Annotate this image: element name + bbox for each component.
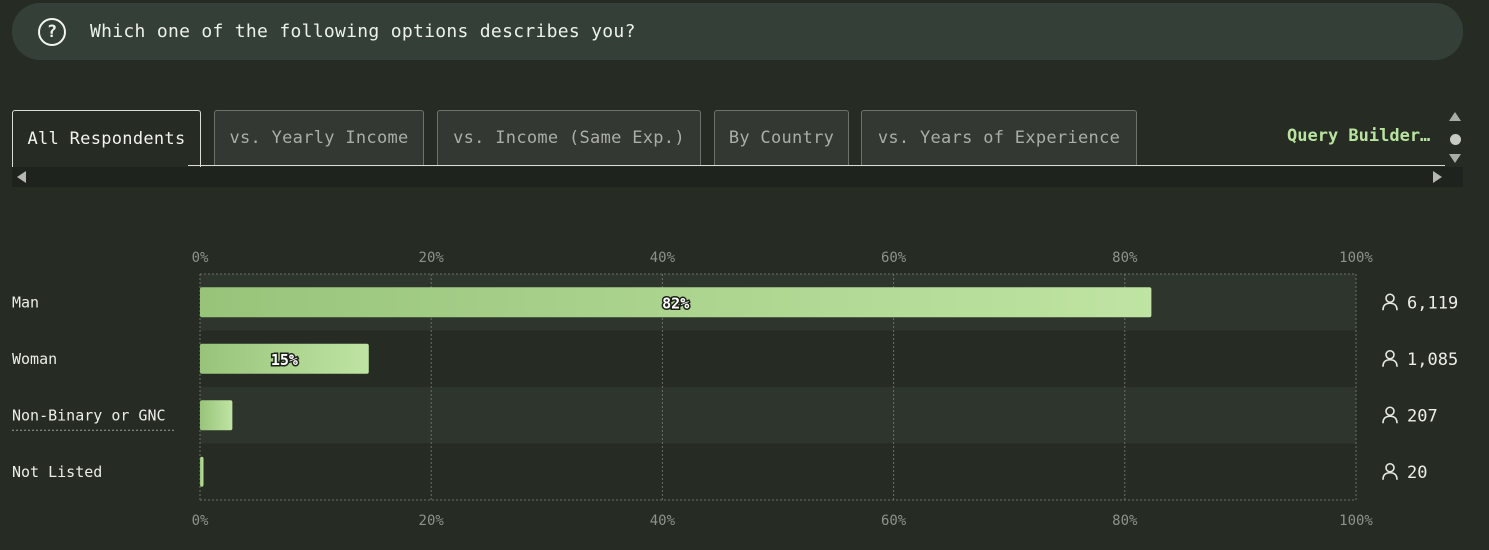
x-tick-label-bottom: 80% xyxy=(1112,513,1138,529)
x-tick-label-bottom: 20% xyxy=(419,513,445,529)
bar-value-label: 82% xyxy=(662,294,689,312)
respondent-count: 1,085 xyxy=(1407,350,1458,370)
person-icon xyxy=(1382,293,1398,311)
tab-years-experience[interactable]: vs. Years of Experience xyxy=(861,110,1137,165)
scroll-left-icon[interactable] xyxy=(17,171,26,183)
tab-income-same-exp[interactable]: vs. Income (Same Exp.) xyxy=(437,110,701,165)
scroll-thumb-icon[interactable] xyxy=(1450,134,1461,145)
category-label: Man xyxy=(12,293,39,311)
x-tick-label-bottom: 0% xyxy=(192,513,209,529)
respondent-count: 20 xyxy=(1407,463,1427,483)
x-tick-label-top: 100% xyxy=(1339,250,1373,266)
bar-value-label: 15% xyxy=(271,351,298,369)
bar[interactable] xyxy=(200,456,204,487)
respondent-count: 207 xyxy=(1407,406,1438,426)
tab-yearly-income[interactable]: vs. Yearly Income xyxy=(214,110,424,165)
question-text: Which one of the following options descr… xyxy=(90,21,636,42)
person-icon xyxy=(1382,406,1398,424)
category-label: Non-Binary or GNC xyxy=(12,406,166,424)
x-tick-label-bottom: 40% xyxy=(650,513,676,529)
tab-underline xyxy=(188,165,1445,166)
bar[interactable] xyxy=(200,343,369,374)
x-tick-label-top: 40% xyxy=(650,250,676,266)
vertical-scrollbar[interactable] xyxy=(1447,112,1463,164)
person-icon xyxy=(1382,462,1398,480)
scroll-up-icon[interactable] xyxy=(1449,112,1461,121)
x-tick-label-top: 20% xyxy=(419,250,445,266)
x-tick-label-top: 0% xyxy=(192,250,209,266)
gender-bar-chart: 0% 0% 20% 20% 40% 40% 60% 60% 80% 80% 100% 100% Man 8… xyxy=(12,250,1458,529)
x-tick-label-top: 80% xyxy=(1112,250,1138,266)
respondent-count: 6,119 xyxy=(1407,293,1458,313)
bar[interactable] xyxy=(200,400,233,431)
tab-by-country[interactable]: By Country xyxy=(714,110,849,165)
tab-bar: All Respondents vs. Yearly Income vs. In… xyxy=(12,110,1463,167)
horizontal-scrollbar[interactable] xyxy=(12,167,1463,187)
row-band xyxy=(200,387,1356,444)
query-builder-link[interactable]: Query Builder… xyxy=(1287,126,1431,146)
x-tick-label-top: 60% xyxy=(881,250,907,266)
scroll-right-icon[interactable] xyxy=(1433,171,1442,183)
scroll-down-icon[interactable] xyxy=(1449,154,1461,163)
tab-all-respondents[interactable]: All Respondents xyxy=(12,110,201,167)
bar[interactable] xyxy=(200,287,1152,318)
question-mark-icon: ? xyxy=(38,17,66,46)
category-label: Not Listed xyxy=(12,463,102,481)
person-icon xyxy=(1382,349,1398,367)
question-banner: ? Which one of the following options des… xyxy=(12,3,1463,60)
x-tick-label-bottom: 60% xyxy=(881,513,907,529)
x-tick-label-bottom: 100% xyxy=(1339,513,1373,529)
category-label: Woman xyxy=(12,350,57,368)
